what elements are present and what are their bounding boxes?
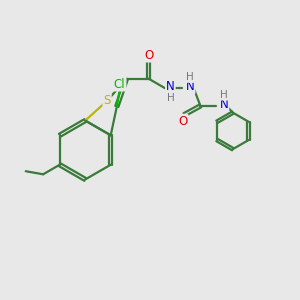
Text: O: O <box>144 49 153 62</box>
Text: N: N <box>166 80 175 93</box>
Text: O: O <box>178 115 188 128</box>
Text: Cl: Cl <box>114 78 125 91</box>
Text: H: H <box>186 72 194 82</box>
Text: S: S <box>103 94 111 107</box>
Text: N: N <box>186 80 194 93</box>
Text: H: H <box>167 93 174 103</box>
Text: H: H <box>220 90 228 100</box>
Text: N: N <box>220 98 228 111</box>
